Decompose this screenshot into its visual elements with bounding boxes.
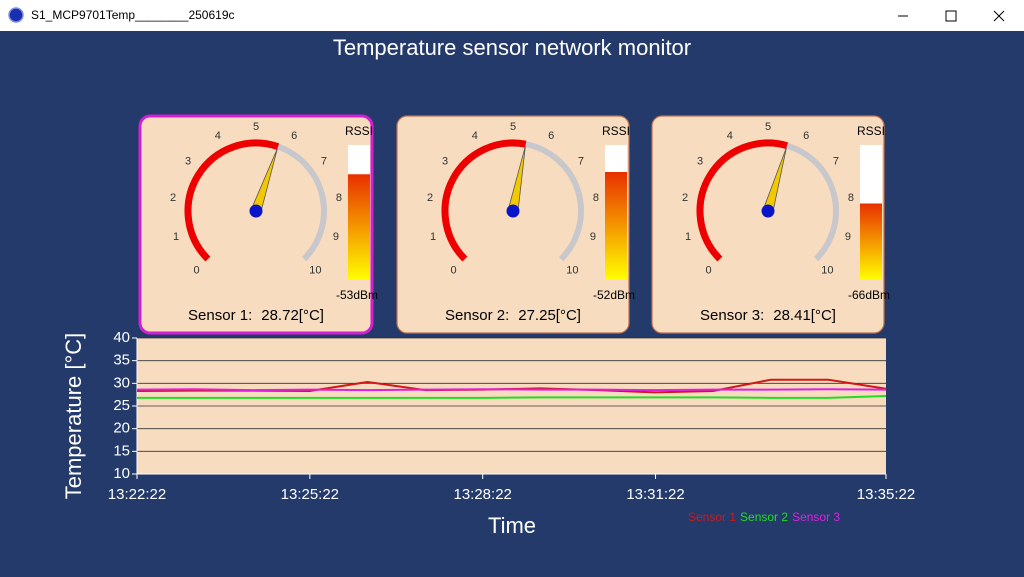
sensor-unit: [°C]: [811, 307, 836, 324]
x-tick-label: 13:22:22: [108, 486, 166, 503]
dial-tick-label: 10: [821, 264, 833, 276]
y-tick-label: 20: [113, 420, 130, 437]
rssi-label: -52dBm: [593, 288, 635, 302]
dial-tick-label: 0: [706, 264, 712, 276]
dial-tick-label: 5: [510, 121, 516, 133]
y-tick-label: 10: [113, 465, 130, 482]
y-axis-label: Temperature [°C]: [61, 333, 86, 500]
rssi-label: -53dBm: [336, 288, 378, 302]
dial-tick-label: 6: [548, 130, 554, 142]
dial-tick-label: 7: [578, 156, 584, 168]
needle-hub: [249, 204, 263, 218]
y-tick-label: 35: [113, 352, 130, 369]
sensor-reading: Sensor 2: 27.25[°C]: [445, 307, 581, 324]
dial-tick-label: 9: [333, 231, 339, 243]
y-tick-label: 30: [113, 374, 130, 391]
dial-tick-label: 9: [845, 231, 851, 243]
dial-tick-label: 6: [291, 130, 297, 142]
dial-tick-label: 6: [803, 130, 809, 142]
title-bar: [0, 0, 1024, 31]
sensor-name: Sensor 1:: [188, 307, 252, 324]
x-axis-label: Time: [488, 513, 536, 538]
dial-tick-label: 1: [430, 231, 436, 243]
dial-tick-label: 10: [309, 264, 321, 276]
rssi-bar: [860, 203, 882, 280]
dial-tick-label: 8: [593, 192, 599, 204]
series-line: [136, 388, 887, 392]
app-icon: [8, 7, 24, 23]
dial-tick-label: 4: [727, 130, 733, 142]
window-title: S1_MCP9701Temp________250619c: [31, 8, 235, 22]
sensor-unit: [°C]: [299, 307, 324, 324]
dial-tick-label: 5: [253, 121, 259, 133]
gauge-track: [277, 143, 327, 262]
sensor-name: Sensor 2:: [445, 307, 509, 324]
rssi-title: RSSI: [602, 124, 630, 138]
dial-tick-label: 5: [765, 121, 771, 133]
gauge-value-arc: [696, 139, 788, 262]
y-tick-label: 40: [113, 329, 130, 346]
rssi-title: RSSI: [857, 124, 885, 138]
series-line: [137, 395, 887, 399]
dial-tick-label: 3: [697, 156, 703, 168]
dial-tick-label: 0: [194, 264, 200, 276]
sensor-name: Sensor 3:: [700, 307, 764, 324]
dial-tick-label: 9: [590, 231, 596, 243]
dial-tick-label: 8: [848, 192, 854, 204]
needle-hub: [761, 204, 775, 218]
needle-hub: [506, 204, 520, 218]
sensor-unit: [°C]: [556, 307, 581, 324]
rssi-bar: [605, 172, 627, 280]
dial-tick-label: 3: [185, 156, 191, 168]
dial-tick-label: 7: [833, 156, 839, 168]
dial-tick-label: 2: [170, 192, 176, 204]
sensor-reading: Sensor 3: 28.41[°C]: [700, 307, 836, 324]
legend-entry: Sensor 1: [688, 510, 736, 524]
y-tick-label: 25: [113, 397, 130, 414]
legend-entry: Sensor 3: [792, 510, 840, 524]
rssi-bar: [348, 174, 370, 280]
rssi-label: -66dBm: [848, 288, 890, 302]
gauge-track: [786, 142, 839, 262]
gauge-value-arc: [184, 139, 280, 262]
maximize-button[interactable]: [945, 10, 957, 22]
gauge-track: [525, 141, 584, 262]
gauge-value-arc: [441, 139, 527, 262]
sensor-reading: Sensor 1: 28.72[°C]: [188, 307, 324, 324]
dial-tick-label: 3: [442, 156, 448, 168]
dial-tick-label: 4: [472, 130, 478, 142]
close-button[interactable]: [993, 10, 1005, 22]
x-tick-label: 13:28:22: [453, 486, 511, 503]
dial-tick-label: 1: [173, 231, 179, 243]
dial-tick-label: 2: [682, 192, 688, 204]
sensor-temperature: 28.41: [773, 307, 811, 324]
sensor-temperature: 27.25: [518, 307, 556, 324]
app-title: Temperature sensor network monitor: [333, 35, 691, 60]
legend-entry: Sensor 2: [740, 510, 788, 524]
dial-tick-label: 10: [566, 264, 578, 276]
rssi-title: RSSI: [345, 124, 373, 138]
dial-tick-label: 2: [427, 192, 433, 204]
sensor-temperature: 28.72: [261, 307, 299, 324]
dial-tick-label: 7: [321, 156, 327, 168]
dial-tick-label: 1: [685, 231, 691, 243]
x-tick-label: 13:35:22: [857, 486, 915, 503]
y-tick-label: 15: [113, 442, 130, 459]
dial-tick-label: 8: [336, 192, 342, 204]
x-tick-label: 13:31:22: [626, 486, 684, 503]
dial-tick-label: 0: [451, 264, 457, 276]
dial-tick-label: 4: [215, 130, 221, 142]
x-tick-label: 13:25:22: [281, 486, 339, 503]
